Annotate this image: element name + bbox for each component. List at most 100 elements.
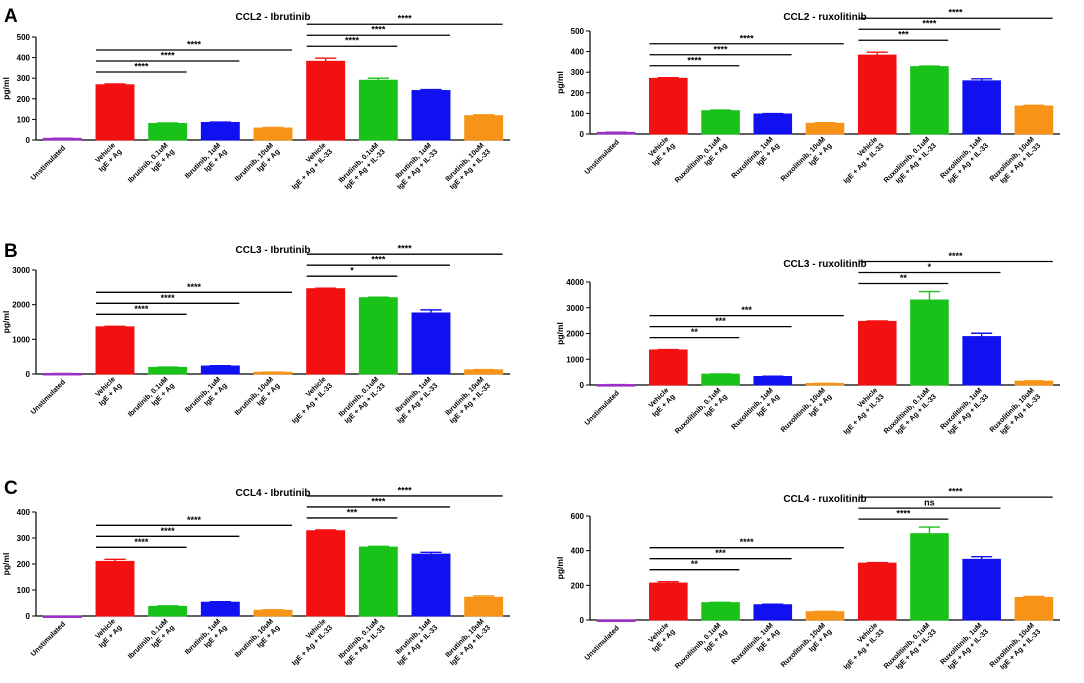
x-category-label: VehicleIgE + Ag xyxy=(644,621,677,654)
significance-label: **** xyxy=(371,25,386,35)
bar xyxy=(306,530,346,617)
x-category-label: VehicleIgE + Ag + IL-33 xyxy=(835,135,886,186)
x-category-label: VehicleIgE + Ag + IL-33 xyxy=(283,375,334,426)
x-category-label: VehicleIgE + Ag + IL-33 xyxy=(283,141,334,192)
x-category-label: Ruxolitinib, 0.1uMIgE + Ag xyxy=(673,135,729,191)
significance-label: **** xyxy=(161,293,176,303)
x-category-label: Ibrutinib, 1uMIgE + Ag + IL-33 xyxy=(389,141,440,192)
x-category-label: Ibrutinib, 1uMIgE + Ag + IL-33 xyxy=(389,375,440,426)
bar xyxy=(857,320,897,386)
significance-label: *** xyxy=(715,316,726,326)
x-category-label: Unstimulated xyxy=(582,137,621,176)
x-category-label: Ruxolitinib, 1uMIgE + Ag xyxy=(729,386,781,438)
y-tick-label: 200 xyxy=(17,95,31,104)
x-category-label: Ruxolitinib, 10uMIgE + Ag + IL-33 xyxy=(987,386,1042,441)
significance-label: **** xyxy=(687,55,702,65)
y-tick-label: 400 xyxy=(571,547,585,556)
bar xyxy=(253,127,293,141)
x-category-label: VehicleIgE + Ag xyxy=(644,135,677,168)
bar xyxy=(200,601,240,617)
bar xyxy=(148,605,188,617)
significance-label: **** xyxy=(949,8,964,18)
y-tick-label: 100 xyxy=(17,115,31,124)
chart-title: CCL2 - Ibrutinib xyxy=(236,12,311,23)
significance-label: **** xyxy=(714,44,729,54)
significance-label: **** xyxy=(398,485,413,495)
significance-label: ns xyxy=(924,498,935,508)
bar xyxy=(411,90,451,141)
bar xyxy=(649,77,688,135)
bar xyxy=(910,533,949,621)
x-category-label: VehicleIgE + Ag + IL-33 xyxy=(283,617,334,668)
y-axis-label: pg/ml xyxy=(555,322,565,345)
x-category-label: VehicleIgE + Ag xyxy=(90,617,123,650)
bar xyxy=(805,611,845,621)
y-tick-label: 2000 xyxy=(12,301,30,310)
significance-label: **** xyxy=(371,255,386,265)
bar xyxy=(148,366,188,375)
significance-label: * xyxy=(928,262,932,272)
y-tick-label: 0 xyxy=(26,612,31,621)
bar xyxy=(411,312,451,375)
chart-ccl3-ibrutinib: CCL3 - Ibrutinib pg/ml 0 1000 2000 3000 Unstim… xyxy=(1,244,510,426)
significance-label: *** xyxy=(715,548,726,558)
bar xyxy=(910,299,949,386)
x-category-label: Ruxolitinib, 10uMIgE + Ag + IL-33 xyxy=(987,135,1042,190)
chart-ccl3-ruxolitinib: CCL3 - ruxolitinib pg/ml 0 1000 2000 3000 4000… xyxy=(555,251,1060,441)
x-category-label: VehicleIgE + Ag xyxy=(644,386,677,419)
x-category-label: Ibrutinib, 0.1uMIgE + Ag + IL-33 xyxy=(336,617,387,668)
bar xyxy=(649,349,688,386)
y-tick-label: 100 xyxy=(17,586,31,595)
bar xyxy=(464,369,504,375)
y-axis-label: pg/ml xyxy=(1,77,11,100)
significance-label: **** xyxy=(134,61,149,71)
chart-title: CCL4 - ruxolitinib xyxy=(783,494,866,505)
y-axis-label: pg/ml xyxy=(555,557,565,580)
y-tick-label: 3000 xyxy=(12,266,30,275)
x-category-label: Ibrutinib, 0.1uMIgE + Ag xyxy=(126,141,176,191)
chart-title: CCL4 - Ibrutinib xyxy=(236,488,311,499)
y-tick-label: 400 xyxy=(571,48,585,57)
x-category-label: Ibrutinib, 10uMIgE + Ag + IL-33 xyxy=(441,141,492,192)
x-category-label: Ibrutinib, 1uMIgE + Ag xyxy=(183,375,229,421)
significance-label: ** xyxy=(900,273,908,283)
y-tick-label: 0 xyxy=(26,136,31,145)
bar xyxy=(358,297,398,375)
chart-title: CCL3 - Ibrutinib xyxy=(236,245,311,256)
y-tick-label: 200 xyxy=(571,89,585,98)
x-category-label: Ibrutinib, 0.1uMIgE + Ag xyxy=(126,617,176,667)
x-category-label: Ruxolitinib, 0.1uMIgE + Ag xyxy=(673,621,729,677)
bar xyxy=(753,376,793,386)
significance-label: **** xyxy=(161,50,176,60)
x-category-label: Ruxolitinib, 0.1uMIgE + Ag + IL-33 xyxy=(882,621,938,677)
bar xyxy=(411,553,451,617)
significance-label: *** xyxy=(898,30,909,40)
significance-label: **** xyxy=(187,282,202,292)
bar xyxy=(306,288,346,375)
bar xyxy=(148,123,188,141)
bar xyxy=(962,558,1001,621)
bar xyxy=(649,582,688,621)
bar xyxy=(1014,105,1054,135)
bar xyxy=(857,54,897,135)
y-tick-label: 300 xyxy=(571,68,585,77)
significance-label: **** xyxy=(345,36,360,46)
x-category-label: Ibrutinib, 1uMIgE + Ag xyxy=(183,617,229,663)
y-tick-label: 300 xyxy=(17,534,31,543)
chart-ccl4-ruxolitinib: CCL4 - ruxolitinib pg/ml 0 200 400 600 Unstimu… xyxy=(555,487,1060,677)
bar xyxy=(1014,380,1054,386)
y-tick-label: 500 xyxy=(571,27,585,36)
y-tick-label: 0 xyxy=(26,370,31,379)
bar xyxy=(306,60,346,141)
bar xyxy=(753,604,793,621)
bar xyxy=(95,326,135,375)
x-category-label: Ruxolitinib, 10uMIgE + Ag xyxy=(779,386,834,441)
panel-label-c: C xyxy=(4,478,18,499)
x-category-label: Ibrutinib, 0.1uMIgE + Ag + IL-33 xyxy=(336,375,387,426)
chart-ccl2-ibrutinib: CCL2 - Ibrutinib pg/ml 0 100 200 300 400 500 Uns… xyxy=(1,12,510,191)
y-tick-label: 200 xyxy=(17,560,31,569)
significance-label: **** xyxy=(161,526,176,536)
bar xyxy=(910,66,949,135)
y-tick-label: 2000 xyxy=(566,330,584,339)
